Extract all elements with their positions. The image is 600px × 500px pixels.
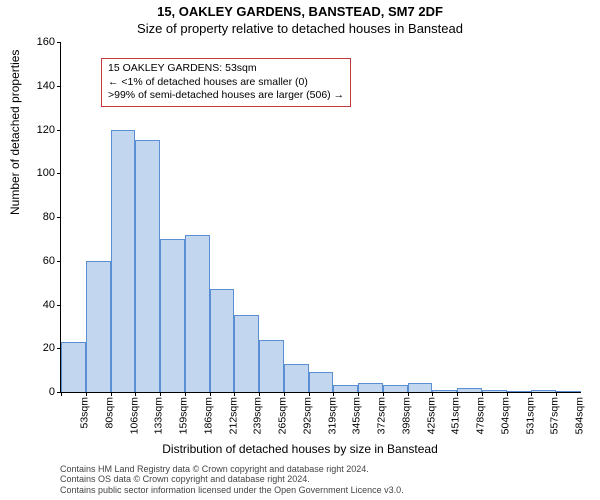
x-tick-label: 345sqm bbox=[351, 397, 363, 434]
x-tick-mark bbox=[160, 392, 161, 396]
x-tick-mark bbox=[556, 392, 557, 396]
y-tick-mark bbox=[57, 261, 61, 262]
y-tick-mark bbox=[57, 173, 61, 174]
histogram-bar bbox=[432, 390, 457, 392]
x-tick-mark bbox=[333, 392, 334, 396]
histogram-bar bbox=[111, 130, 136, 393]
x-tick-mark bbox=[482, 392, 483, 396]
y-tick-label: 140 bbox=[25, 80, 55, 92]
x-tick-label: 398sqm bbox=[400, 397, 412, 434]
x-tick-label: 292sqm bbox=[301, 397, 313, 434]
x-tick-mark bbox=[234, 392, 235, 396]
annotation-line3: >99% of semi-detached houses are larger … bbox=[108, 89, 344, 103]
footnote-line1: Contains HM Land Registry data © Crown c… bbox=[60, 464, 404, 475]
x-tick-mark bbox=[185, 392, 186, 396]
x-tick-mark bbox=[309, 392, 310, 396]
x-tick-label: 186sqm bbox=[202, 397, 214, 434]
x-tick-label: 53sqm bbox=[78, 397, 90, 429]
x-tick-label: 80sqm bbox=[103, 397, 115, 429]
histogram-bar bbox=[61, 342, 86, 392]
x-tick-label: 212sqm bbox=[227, 397, 239, 434]
x-tick-mark bbox=[61, 392, 62, 396]
x-tick-mark bbox=[432, 392, 433, 396]
x-tick-label: 557sqm bbox=[549, 397, 561, 434]
plot-area: 15 OAKLEY GARDENS: 53sqm ← <1% of detach… bbox=[60, 42, 581, 393]
annotation-line1: 15 OAKLEY GARDENS: 53sqm bbox=[108, 62, 344, 76]
histogram-bar bbox=[259, 340, 284, 393]
y-tick-label: 40 bbox=[25, 299, 55, 311]
chart-container: 15, OAKLEY GARDENS, BANSTEAD, SM7 2DF Si… bbox=[0, 0, 600, 500]
histogram-bar bbox=[358, 383, 383, 392]
x-tick-label: 504sqm bbox=[499, 397, 511, 434]
x-tick-mark bbox=[210, 392, 211, 396]
y-tick-label: 60 bbox=[25, 255, 55, 267]
x-tick-label: 372sqm bbox=[375, 397, 387, 434]
x-tick-label: 133sqm bbox=[153, 397, 165, 434]
histogram-bar bbox=[234, 315, 259, 392]
histogram-bar bbox=[160, 239, 185, 392]
x-tick-label: 531sqm bbox=[524, 397, 536, 434]
x-tick-label: 478sqm bbox=[475, 397, 487, 434]
y-tick-label: 20 bbox=[25, 342, 55, 354]
footnote: Contains HM Land Registry data © Crown c… bbox=[60, 464, 404, 496]
x-axis-label: Distribution of detached houses by size … bbox=[0, 442, 600, 456]
x-tick-mark bbox=[457, 392, 458, 396]
histogram-bar bbox=[284, 364, 309, 392]
histogram-bar bbox=[135, 140, 160, 392]
x-tick-label: 106sqm bbox=[128, 397, 140, 434]
title-address: 15, OAKLEY GARDENS, BANSTEAD, SM7 2DF bbox=[0, 0, 600, 19]
y-tick-mark bbox=[57, 305, 61, 306]
y-tick-mark bbox=[57, 130, 61, 131]
x-tick-mark bbox=[259, 392, 260, 396]
y-axis-label: Number of detached properties bbox=[8, 50, 22, 215]
y-tick-label: 0 bbox=[25, 386, 55, 398]
histogram-bar bbox=[383, 385, 408, 392]
histogram-bar bbox=[408, 383, 433, 392]
x-tick-mark bbox=[135, 392, 136, 396]
histogram-bar bbox=[210, 289, 235, 392]
y-tick-mark bbox=[57, 217, 61, 218]
x-tick-mark bbox=[358, 392, 359, 396]
x-tick-label: 451sqm bbox=[450, 397, 462, 434]
histogram-bar bbox=[482, 390, 507, 392]
y-tick-label: 160 bbox=[25, 36, 55, 48]
x-tick-mark bbox=[531, 392, 532, 396]
y-tick-label: 120 bbox=[25, 124, 55, 136]
x-tick-mark bbox=[507, 392, 508, 396]
x-tick-mark bbox=[111, 392, 112, 396]
y-tick-mark bbox=[57, 86, 61, 87]
histogram-bar bbox=[531, 390, 556, 392]
annotation-box: 15 OAKLEY GARDENS: 53sqm ← <1% of detach… bbox=[101, 58, 351, 107]
y-tick-label: 100 bbox=[25, 167, 55, 179]
y-tick-mark bbox=[57, 42, 61, 43]
y-tick-label: 80 bbox=[25, 211, 55, 223]
annotation-line2: ← <1% of detached houses are smaller (0) bbox=[108, 76, 344, 90]
histogram-bar bbox=[556, 391, 581, 392]
x-tick-mark bbox=[408, 392, 409, 396]
histogram-bar bbox=[86, 261, 111, 392]
x-tick-label: 265sqm bbox=[276, 397, 288, 434]
histogram-bar bbox=[185, 235, 210, 393]
histogram-bar bbox=[309, 372, 334, 392]
x-tick-label: 159sqm bbox=[177, 397, 189, 434]
histogram-bar bbox=[333, 385, 358, 392]
x-tick-mark bbox=[284, 392, 285, 396]
histogram-bar bbox=[457, 388, 482, 392]
x-tick-label: 425sqm bbox=[425, 397, 437, 434]
x-tick-mark bbox=[86, 392, 87, 396]
x-tick-label: 239sqm bbox=[252, 397, 264, 434]
x-tick-label: 584sqm bbox=[574, 397, 586, 434]
x-tick-label: 319sqm bbox=[326, 397, 338, 434]
title-subtitle: Size of property relative to detached ho… bbox=[0, 19, 600, 36]
footnote-line3: Contains public sector information licen… bbox=[60, 485, 404, 496]
histogram-bar bbox=[507, 391, 532, 392]
footnote-line2: Contains OS data © Crown copyright and d… bbox=[60, 474, 404, 485]
x-tick-mark bbox=[383, 392, 384, 396]
